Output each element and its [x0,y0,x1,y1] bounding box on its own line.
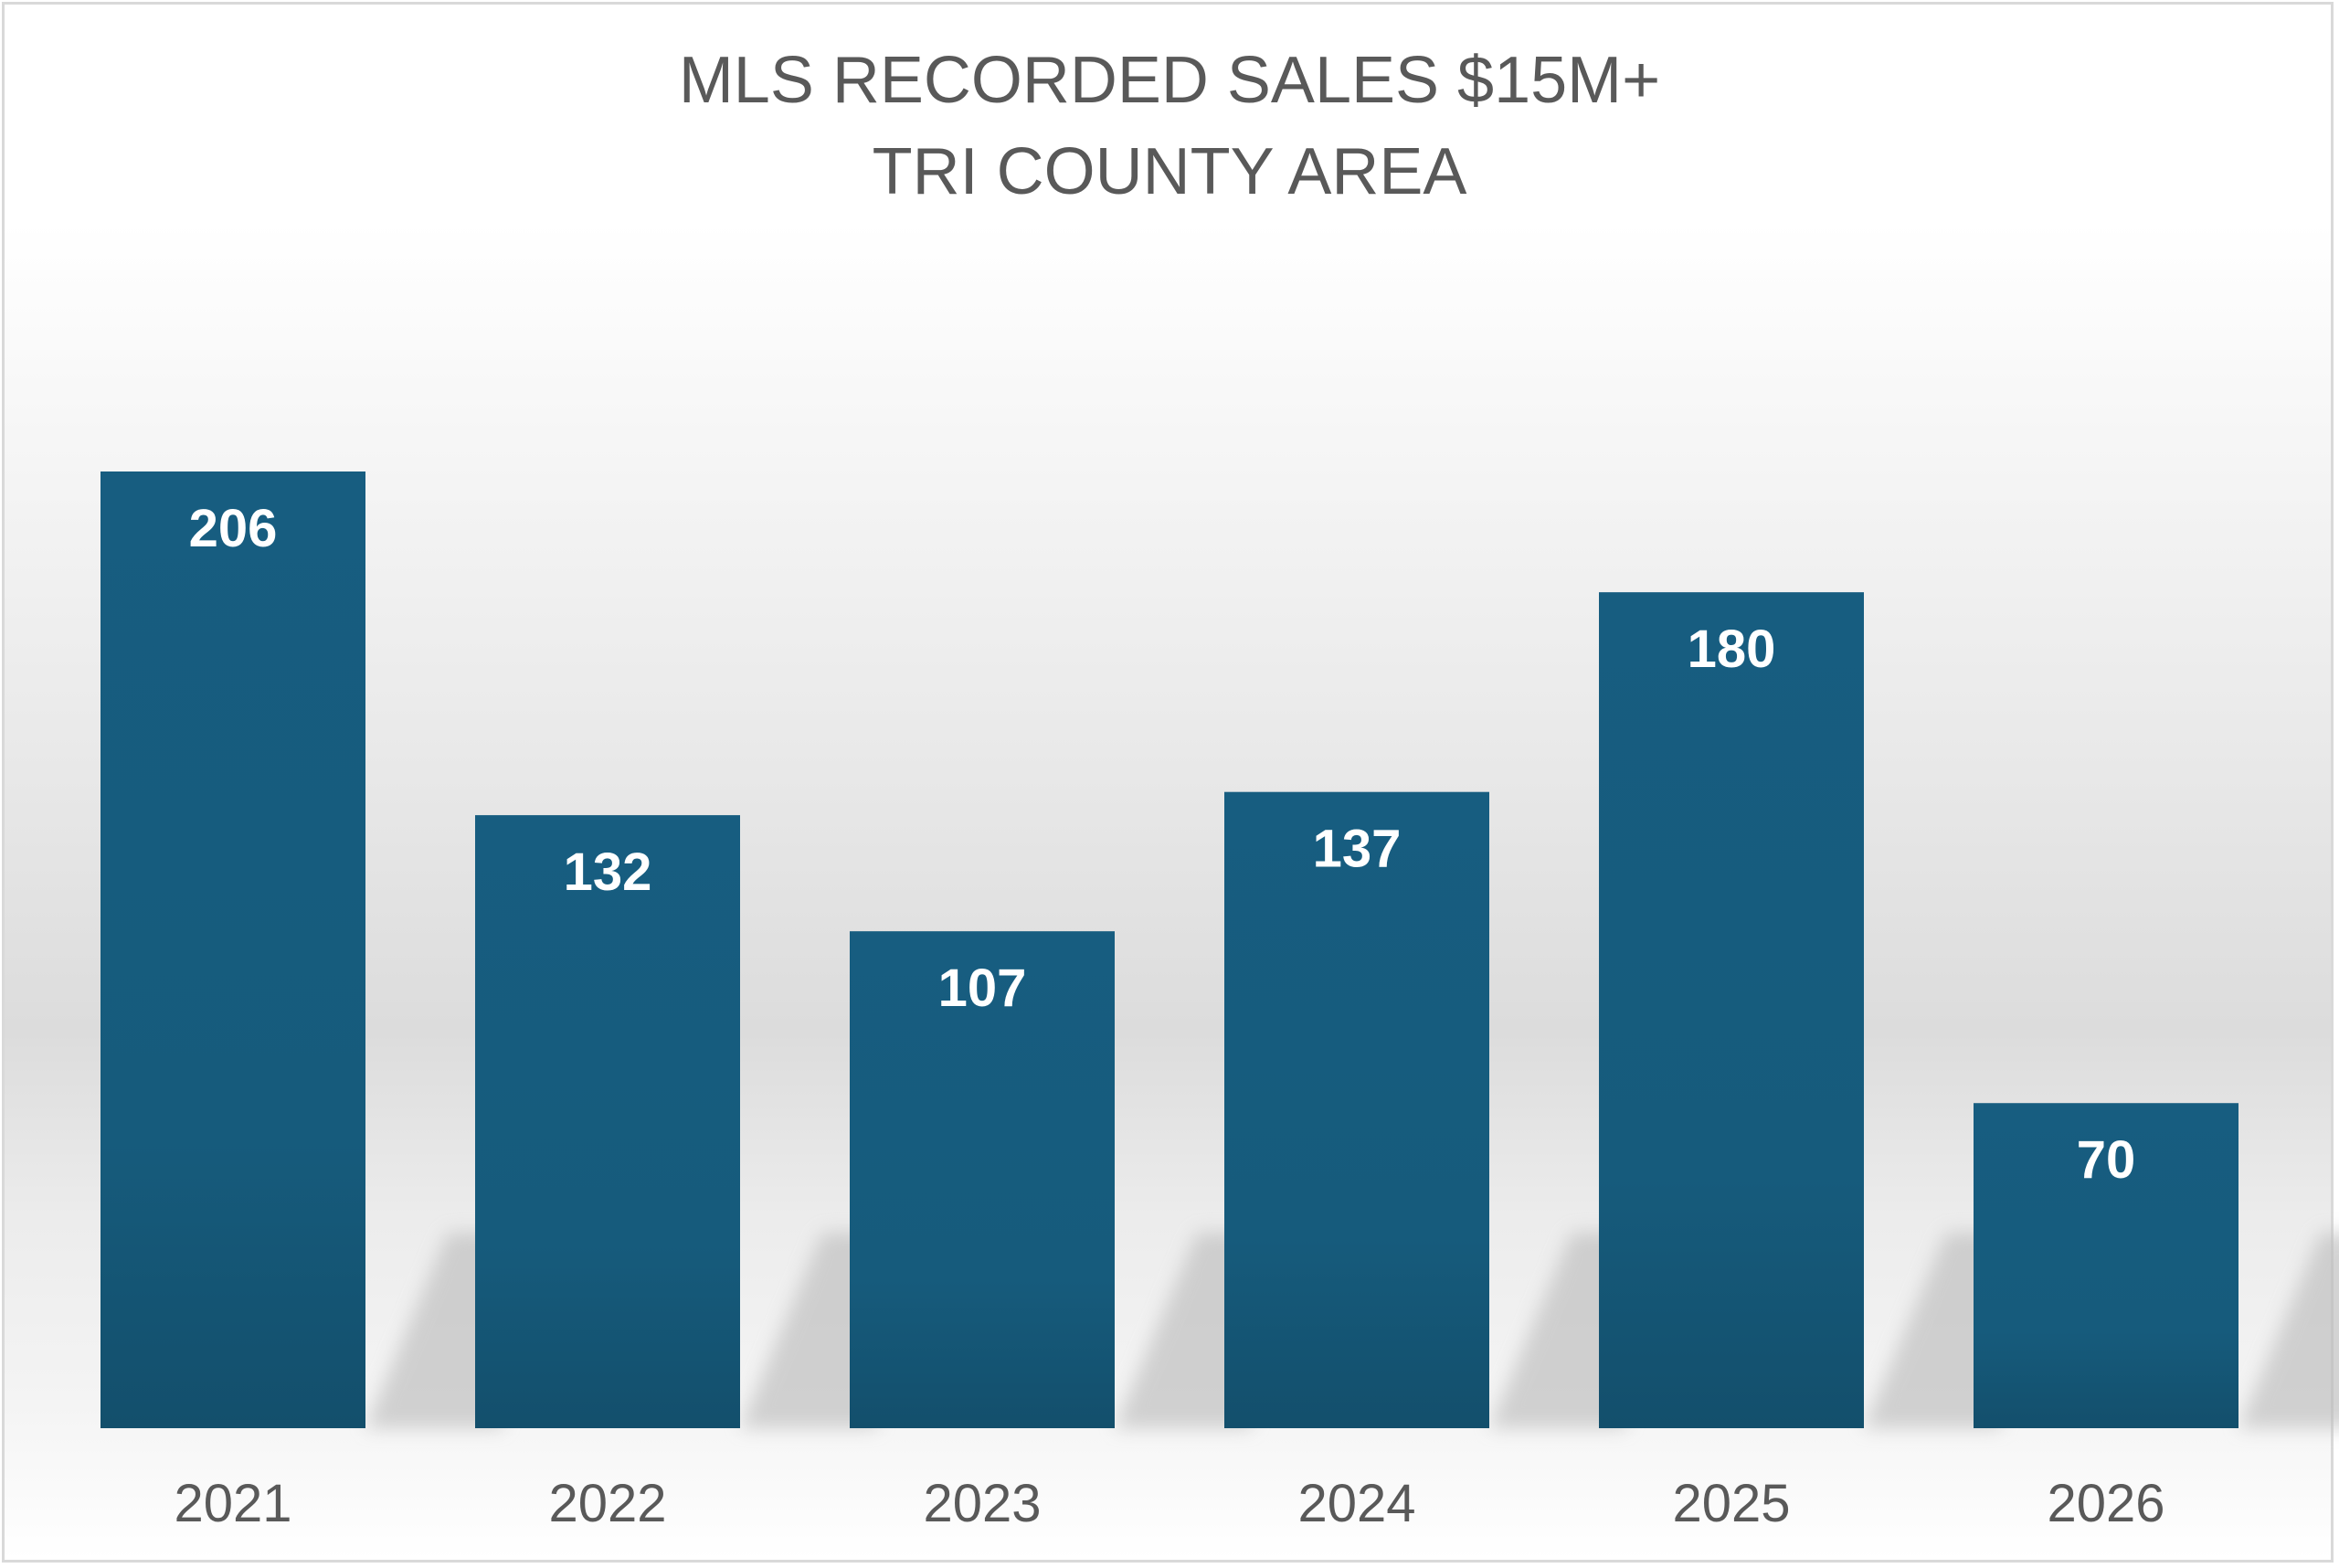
bar-shadow-2021 [365,1233,503,1428]
bar-shadow-2023 [1115,1233,1252,1428]
bar-shadow-2025 [1864,1233,2001,1428]
x-tick-label-2021: 2021 [174,1474,291,1533]
bar-2025[interactable] [1599,592,1864,1428]
x-tick-label-2023: 2023 [923,1474,1041,1533]
value-label-2021: 206 [189,499,278,558]
bar-2023[interactable] [850,931,1115,1428]
bar-2026[interactable] [1974,1103,2238,1428]
bar-2024[interactable] [1224,791,1489,1428]
bars-group [101,471,2238,1428]
x-tick-label-2026: 2026 [2047,1474,2164,1533]
value-label-2025: 180 [1688,620,1776,679]
bar-2022[interactable] [475,815,740,1428]
chart-title-line-1: MLS RECORDED SALES $15M+ [678,44,1661,117]
value-label-2023: 107 [938,959,1027,1018]
bar-shadows [365,1233,2339,1428]
chart-title-line-2: TRI COUNTY AREA [872,135,1467,208]
value-labels-group: 206 132 107 137 180 70 [189,499,2136,1190]
x-tick-label-2025: 2025 [1672,1474,1790,1533]
x-tick-label-2024: 2024 [1297,1474,1415,1533]
x-tick-labels-group: 2021 2022 2023 2024 2025 2026 [174,1474,2164,1533]
bar-shadow-2022 [740,1233,877,1428]
value-label-2022: 132 [564,842,652,902]
bar-2021[interactable] [101,471,365,1428]
x-tick-label-2022: 2022 [548,1474,666,1533]
bar-shadow-2026 [2238,1233,2339,1428]
bar-shadow-2024 [1489,1233,1626,1428]
value-label-2024: 137 [1313,820,1402,879]
value-label-2026: 70 [2077,1130,2136,1190]
